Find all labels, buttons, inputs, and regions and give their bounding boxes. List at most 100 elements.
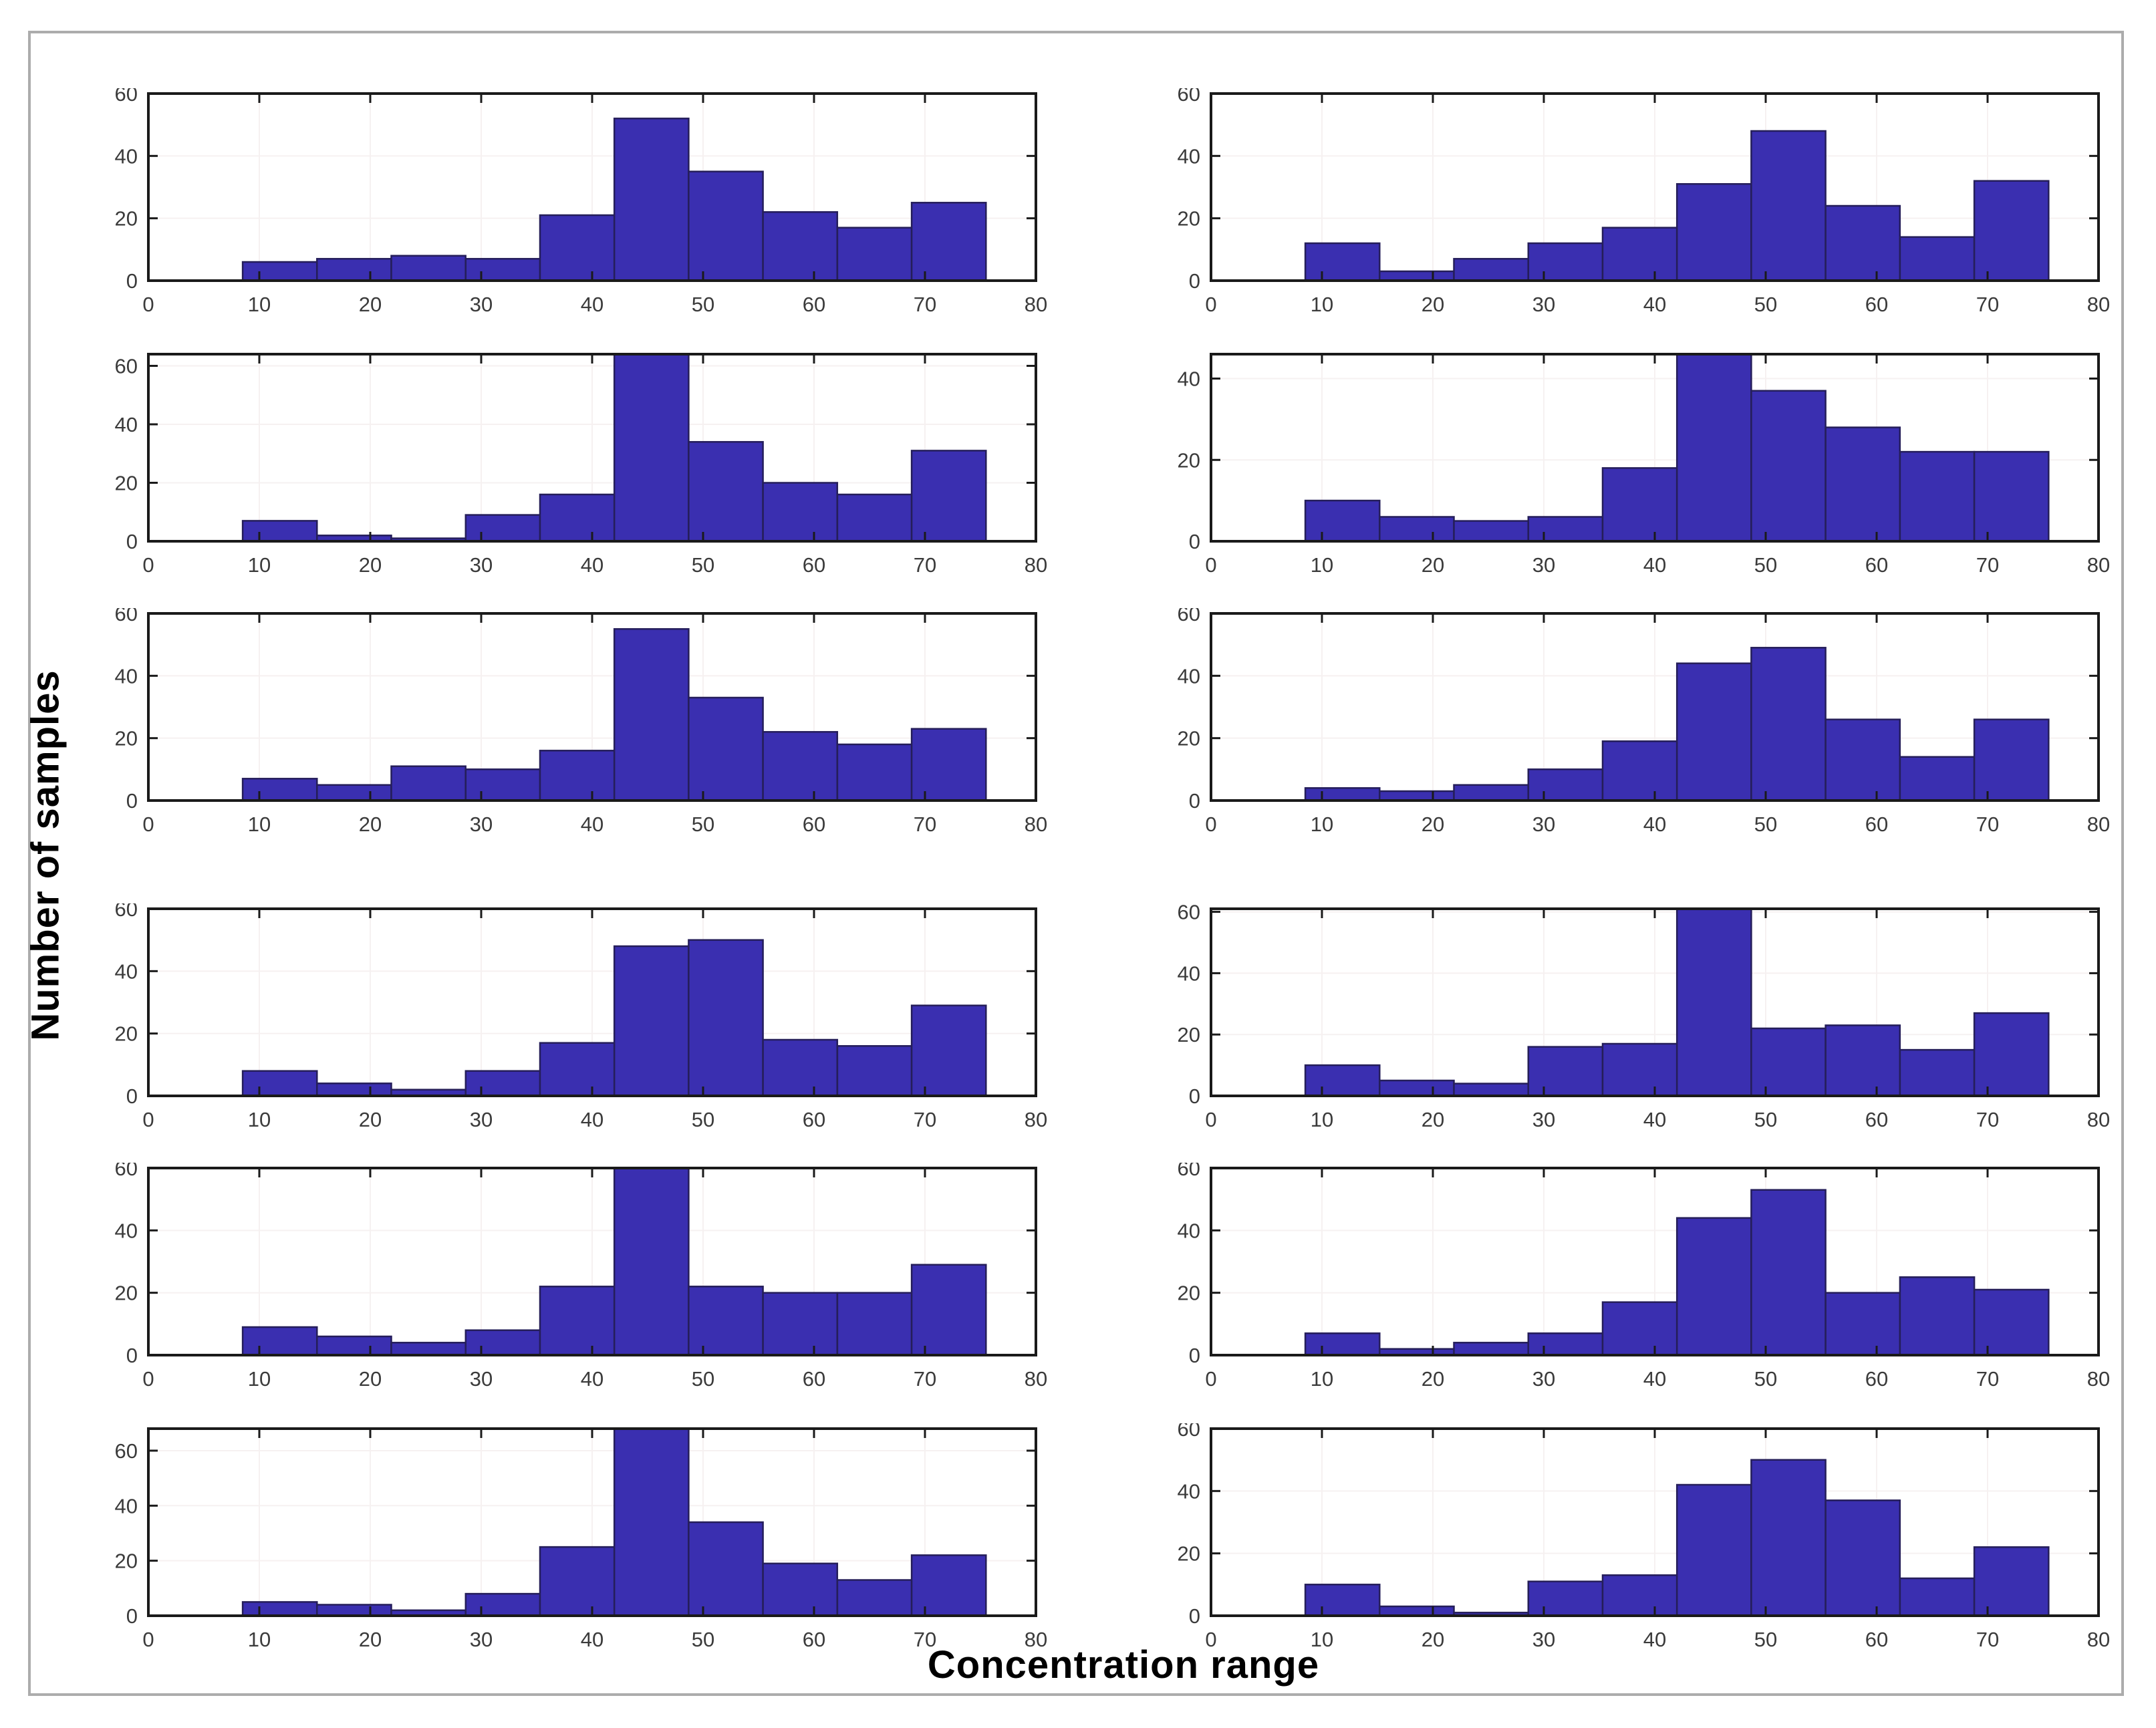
svg-text:40: 40: [1643, 1108, 1666, 1131]
svg-text:70: 70: [1976, 553, 1999, 577]
svg-text:20: 20: [1178, 1542, 1200, 1566]
svg-text:20: 20: [1178, 207, 1200, 231]
svg-text:30: 30: [1532, 1367, 1555, 1391]
histogram-row2-left: 0 10 20 30 40 50 60 70 80 0 20 40 60: [87, 349, 1049, 583]
histogram-plot: 0 10 20 30 40 50 60 70 80 0 20 40 60: [1178, 602, 2111, 836]
svg-text:40: 40: [581, 1628, 603, 1651]
svg-text:20: 20: [1422, 1628, 1444, 1651]
svg-text:40: 40: [1643, 813, 1666, 836]
svg-text:20: 20: [115, 207, 138, 231]
svg-text:0: 0: [1205, 1108, 1216, 1131]
svg-text:40: 40: [581, 1108, 603, 1131]
svg-text:80: 80: [1025, 1367, 1047, 1391]
svg-text:10: 10: [1311, 1628, 1333, 1651]
svg-text:0: 0: [142, 1367, 154, 1391]
svg-text:80: 80: [1025, 813, 1047, 836]
svg-text:20: 20: [359, 1628, 382, 1651]
svg-text:60: 60: [1178, 1423, 1200, 1441]
svg-text:80: 80: [1025, 1628, 1047, 1651]
svg-text:40: 40: [1178, 1219, 1200, 1242]
histogram-plot: 0 10 20 30 40 50 60 70 80 0 20 40 60: [115, 602, 1048, 836]
svg-text:70: 70: [914, 1108, 936, 1131]
svg-text:50: 50: [1754, 813, 1777, 836]
histogram-row6-left: 0 10 20 30 40 50 60 70 80 0 20 40 60: [87, 1423, 1049, 1657]
svg-text:10: 10: [1311, 1367, 1333, 1391]
svg-text:40: 40: [115, 1494, 138, 1518]
histogram-plot: 0 10 20 30 40 50 60 70 80 0 20 40: [1178, 353, 2110, 577]
svg-text:60: 60: [1865, 1367, 1888, 1391]
svg-text:0: 0: [126, 1344, 138, 1367]
histogram-plot: 0 10 20 30 40 50 60 70 80 0 20 40 60: [115, 1157, 1048, 1391]
svg-text:40: 40: [581, 553, 603, 577]
svg-text:40: 40: [1178, 1479, 1200, 1503]
svg-text:80: 80: [2087, 1367, 2110, 1391]
svg-text:10: 10: [248, 1628, 271, 1651]
svg-text:30: 30: [1532, 553, 1555, 577]
svg-text:0: 0: [126, 789, 138, 813]
svg-text:30: 30: [1532, 1108, 1555, 1131]
svg-text:20: 20: [359, 1367, 382, 1391]
svg-text:0: 0: [1205, 553, 1216, 577]
histogram-row3-right: 0 10 20 30 40 50 60 70 80 0 20 40 60: [1150, 602, 2112, 842]
svg-text:20: 20: [359, 293, 382, 316]
histogram-plot: 0 10 20 30 40 50 60 70 80 0 20 40 60: [1178, 901, 2111, 1131]
svg-text:20: 20: [1422, 1108, 1444, 1131]
svg-text:0: 0: [142, 293, 154, 316]
svg-text:60: 60: [803, 1367, 825, 1391]
svg-text:40: 40: [115, 144, 138, 168]
svg-text:0: 0: [1205, 813, 1216, 836]
svg-text:80: 80: [2087, 1108, 2110, 1131]
svg-text:60: 60: [115, 608, 138, 625]
svg-text:50: 50: [692, 1367, 714, 1391]
svg-text:70: 70: [914, 553, 936, 577]
svg-text:20: 20: [1178, 727, 1200, 750]
svg-text:40: 40: [1643, 553, 1666, 577]
svg-text:10: 10: [1311, 553, 1333, 577]
svg-text:20: 20: [1422, 553, 1444, 577]
histogram-row4-right: 0 10 20 30 40 50 60 70 80 0 20 40 60: [1150, 901, 2112, 1137]
svg-text:60: 60: [803, 293, 825, 316]
svg-text:20: 20: [115, 1022, 138, 1046]
svg-text:60: 60: [115, 1439, 138, 1463]
histogram-plot: 0 10 20 30 40 50 60 70 80 0 20 40 60: [115, 82, 1048, 316]
histogram-plot: 0 10 20 30 40 50 60 70 80 0 20 40 60: [115, 897, 1048, 1131]
svg-text:40: 40: [1178, 962, 1200, 985]
svg-text:40: 40: [1178, 368, 1200, 391]
svg-text:30: 30: [1532, 1628, 1555, 1651]
svg-text:40: 40: [581, 293, 603, 316]
svg-text:20: 20: [1422, 293, 1444, 316]
svg-text:0: 0: [1205, 1628, 1216, 1651]
svg-text:0: 0: [1189, 1604, 1200, 1628]
svg-text:80: 80: [2087, 1628, 2110, 1651]
svg-text:60: 60: [1865, 293, 1888, 316]
svg-text:0: 0: [1189, 530, 1200, 553]
histogram-row2-right: 0 10 20 30 40 50 60 70 80 0 20 40: [1150, 349, 2112, 583]
svg-text:40: 40: [115, 960, 138, 983]
svg-text:10: 10: [248, 553, 271, 577]
histogram-plot: 0 10 20 30 40 50 60 70 80 0 20 40 60: [1178, 1417, 2111, 1651]
svg-text:0: 0: [126, 1604, 138, 1628]
svg-text:20: 20: [115, 472, 138, 495]
svg-text:0: 0: [126, 1085, 138, 1108]
histogram-row4-left: 0 10 20 30 40 50 60 70 80 0 20 40 60: [87, 897, 1049, 1137]
svg-text:40: 40: [115, 1219, 138, 1242]
svg-text:20: 20: [359, 1108, 382, 1131]
svg-text:50: 50: [692, 1628, 714, 1651]
svg-text:40: 40: [1643, 1367, 1666, 1391]
histogram-plot: 0 10 20 30 40 50 60 70 80 0 20 40 60: [115, 1427, 1047, 1651]
svg-text:80: 80: [1025, 1108, 1047, 1131]
svg-text:10: 10: [248, 1108, 271, 1131]
svg-text:50: 50: [1754, 293, 1777, 316]
svg-text:30: 30: [1532, 813, 1555, 836]
svg-text:0: 0: [142, 1628, 154, 1651]
svg-text:50: 50: [692, 813, 714, 836]
svg-text:60: 60: [803, 553, 825, 577]
svg-text:60: 60: [115, 88, 138, 106]
svg-text:50: 50: [1754, 553, 1777, 577]
svg-text:60: 60: [1865, 1108, 1888, 1131]
svg-text:30: 30: [470, 1628, 493, 1651]
svg-text:20: 20: [1178, 448, 1200, 472]
svg-text:0: 0: [142, 553, 154, 577]
svg-text:60: 60: [1865, 553, 1888, 577]
